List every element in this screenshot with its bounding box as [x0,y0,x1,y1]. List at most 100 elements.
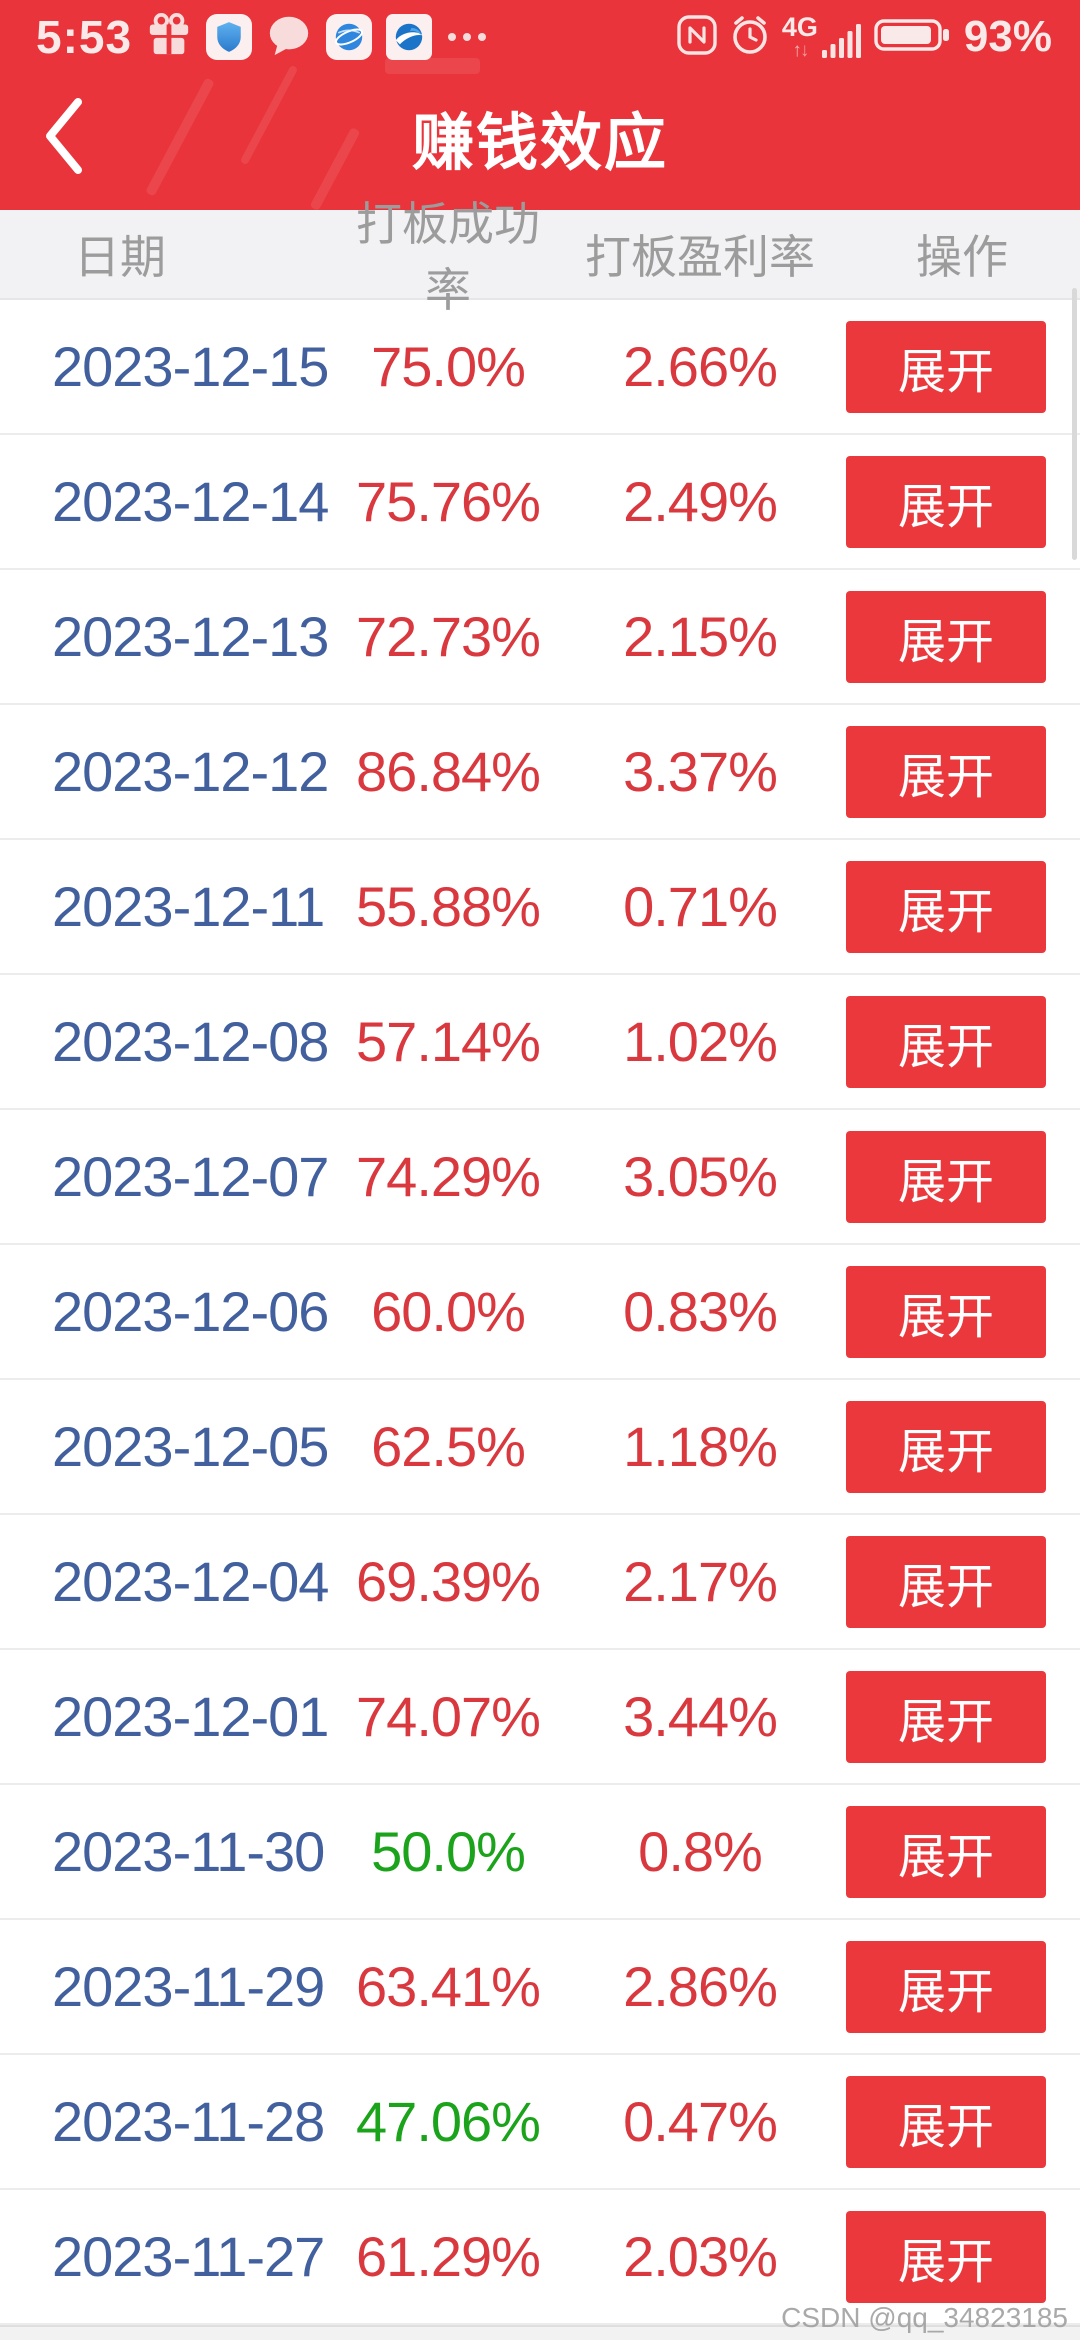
row-profit-rate: 0.8% [638,1820,763,1883]
clock-time: 5:53 [36,11,133,63]
row-date: 2023-11-28 [52,2090,325,2153]
expand-button[interactable]: 展开 [846,1670,1046,1763]
chevron-left-icon [42,94,86,181]
row-success-rate: 47.06% [356,2090,541,2153]
expand-button[interactable]: 展开 [846,590,1046,683]
table-row: 2023-12-01 74.07% 3.44% 展开 [0,1650,1080,1785]
battery-percent: 93% [963,12,1052,61]
row-date: 2023-12-01 [52,1685,329,1748]
row-date: 2023-12-04 [52,1550,329,1613]
row-profit-rate: 3.44% [623,1685,778,1748]
row-success-rate: 50.0% [371,1820,526,1883]
row-profit-rate: 2.03% [623,2225,778,2288]
table-row: 2023-12-12 86.84% 3.37% 展开 [0,705,1080,840]
row-action-cell: 展开 [844,1805,1080,1898]
row-profit-rate: 1.18% [623,1415,778,1478]
status-right: 4G ↑↓ [676,12,1052,62]
expand-button[interactable]: 展开 [846,860,1046,953]
row-action-cell: 展开 [844,725,1080,818]
table-row: 2023-11-28 47.06% 0.47% 展开 [0,2055,1080,2190]
table-body: 2023-12-15 75.0% 2.66% 展开 2023-12-14 75.… [0,300,1080,2325]
row-date: 2023-12-07 [52,1145,329,1208]
row-action-cell: 展开 [844,1670,1080,1763]
row-success-rate: 60.0% [371,1280,526,1343]
table-row: 2023-12-07 74.29% 3.05% 展开 [0,1110,1080,1245]
row-action-cell: 展开 [844,1940,1080,2033]
row-action-cell: 展开 [844,1130,1080,1223]
expand-button[interactable]: 展开 [846,1265,1046,1358]
row-date: 2023-11-27 [52,2225,325,2288]
row-profit-rate: 3.37% [623,740,778,803]
row-success-rate: 75.0% [371,335,526,398]
row-action-cell: 展开 [844,860,1080,953]
expand-button[interactable]: 展开 [846,1400,1046,1493]
row-action-cell: 展开 [844,455,1080,548]
row-success-rate: 62.5% [371,1415,526,1478]
row-date: 2023-11-30 [52,1820,325,1883]
expand-button[interactable]: 展开 [846,1535,1046,1628]
row-action-cell: 展开 [844,1265,1080,1358]
scrollbar[interactable] [1072,288,1077,560]
expand-button[interactable]: 展开 [846,320,1046,413]
row-profit-rate: 2.66% [623,335,778,398]
expand-button[interactable]: 展开 [846,2075,1046,2168]
table-row: 2023-12-08 57.14% 1.02% 展开 [0,975,1080,1110]
watermark: CSDN @qq_34823185 [781,2302,1068,2333]
table-row: 2023-11-27 61.29% 2.03% 展开 [0,2190,1080,2325]
signal-bars-icon: 4G ↑↓ [782,14,864,60]
row-success-rate: 74.29% [356,1145,541,1208]
alarm-icon [728,13,772,62]
table-row: 2023-12-05 62.5% 1.18% 展开 [0,1380,1080,1515]
row-action-cell: 展开 [844,2210,1080,2303]
row-date: 2023-12-06 [52,1280,329,1343]
expand-button[interactable]: 展开 [846,1940,1046,2033]
network-type-label: 4G [781,12,818,42]
globe-icon [326,14,373,60]
row-profit-rate: 2.49% [623,470,778,533]
watermark-stroke [309,126,361,212]
more-dots-icon [448,33,487,41]
watermark-stroke [145,77,215,197]
watermark-stroke [239,64,299,166]
expand-button[interactable]: 展开 [846,725,1046,818]
download-arrow-icon: ↓ [799,40,809,61]
top-red-area: 5:53 [0,0,1080,212]
row-success-rate: 86.84% [356,740,541,803]
row-success-rate: 57.14% [356,1010,541,1073]
row-action-cell: 展开 [844,2075,1080,2168]
expand-button[interactable]: 展开 [846,995,1046,1088]
table-row: 2023-12-15 75.0% 2.66% 展开 [0,300,1080,435]
nav-bar: 赚钱效应 [0,58,1080,212]
row-success-rate: 63.41% [356,1955,541,2018]
row-date: 2023-12-11 [52,875,325,938]
row-success-rate: 75.76% [356,470,541,533]
column-header-profit: 打板盈利率 [585,231,815,283]
table-row: 2023-11-30 50.0% 0.8% 展开 [0,1785,1080,1920]
row-profit-rate: 0.47% [623,2090,778,2153]
table-row: 2023-12-06 60.0% 0.83% 展开 [0,1245,1080,1380]
row-success-rate: 55.88% [356,875,541,938]
row-profit-rate: 2.86% [623,1955,778,2018]
status-bar: 5:53 [0,0,1080,64]
row-profit-rate: 3.05% [623,1145,778,1208]
row-action-cell: 展开 [844,995,1080,1088]
shield-icon [206,14,253,60]
expand-button[interactable]: 展开 [846,1130,1046,1223]
table-row: 2023-12-13 72.73% 2.15% 展开 [0,570,1080,705]
expand-button[interactable]: 展开 [846,455,1046,548]
column-header-success: 打板成功率 [356,198,540,316]
back-button[interactable] [42,92,102,182]
expand-button[interactable]: 展开 [846,1805,1046,1898]
row-profit-rate: 2.15% [623,605,778,668]
browser-icon [386,14,433,60]
row-success-rate: 72.73% [356,605,541,668]
expand-button[interactable]: 展开 [846,2210,1046,2303]
row-date: 2023-11-29 [52,1955,325,2018]
row-date: 2023-12-15 [52,335,329,398]
row-action-cell: 展开 [844,320,1080,413]
battery-icon [874,15,952,60]
row-date: 2023-12-13 [52,605,329,668]
table-row: 2023-12-14 75.76% 2.49% 展开 [0,435,1080,570]
chat-icon [266,12,312,63]
